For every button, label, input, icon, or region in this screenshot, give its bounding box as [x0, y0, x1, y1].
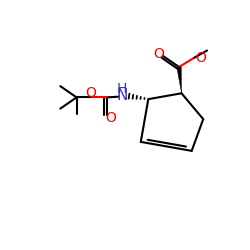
Text: O: O: [153, 47, 164, 61]
Text: O: O: [106, 111, 117, 125]
Text: O: O: [85, 86, 96, 100]
Polygon shape: [177, 67, 182, 93]
Text: N: N: [116, 88, 128, 103]
Text: H: H: [117, 82, 127, 96]
Text: O: O: [195, 50, 206, 64]
